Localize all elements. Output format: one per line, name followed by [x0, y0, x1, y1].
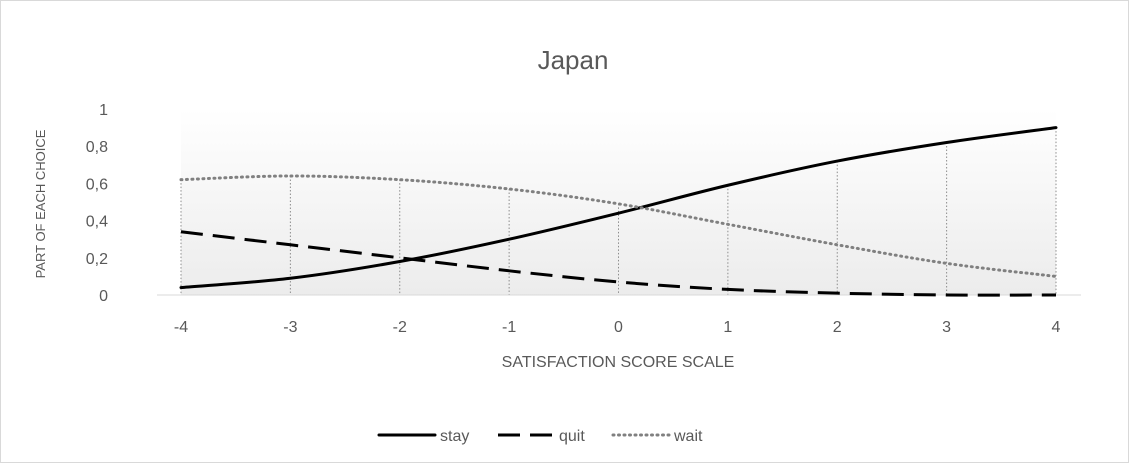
x-tick-label: 2: [833, 319, 842, 336]
legend-label-wait: wait: [673, 428, 703, 445]
chart-title: Japan: [538, 45, 609, 75]
series-line-wait: [179, 174, 1058, 278]
x-tick-label: -2: [393, 319, 407, 336]
x-tick-label: -1: [502, 319, 516, 336]
y-tick-label: 0,8: [86, 139, 108, 156]
y-tick-label: 0,6: [86, 176, 108, 193]
x-tick-label: 0: [614, 319, 623, 336]
x-tick-labels: -4 -3 -2 -1 0 1 2 3 4: [174, 319, 1061, 336]
x-tick-label: -4: [174, 319, 188, 336]
legend-label-stay: stay: [440, 428, 469, 445]
x-axis-title: SATISFACTION SCORE SCALE: [502, 354, 735, 371]
x-tick-label: 4: [1052, 319, 1061, 336]
legend-label-quit: quit: [559, 428, 585, 445]
y-tick-label: 0,4: [86, 214, 108, 231]
y-axis-title: PART OF EACH CHOICE: [33, 129, 48, 278]
x-tick-label: -3: [283, 319, 297, 336]
series-line-stay: [179, 126, 1058, 290]
y-tick-label: 0: [99, 288, 108, 305]
y-tick-labels: 0 0,2 0,4 0,6 0,8 1: [86, 102, 108, 305]
x-tick-label: 1: [723, 319, 732, 336]
series-lines: [179, 126, 1058, 297]
y-tick-label: 0,2: [86, 251, 108, 268]
series-line-quit: [180, 230, 1057, 297]
y-tick-label: 1: [99, 102, 108, 119]
legend: stay quit wait: [377, 428, 703, 445]
gridlines: [180, 127, 1057, 295]
x-tick-label: 3: [942, 319, 951, 336]
